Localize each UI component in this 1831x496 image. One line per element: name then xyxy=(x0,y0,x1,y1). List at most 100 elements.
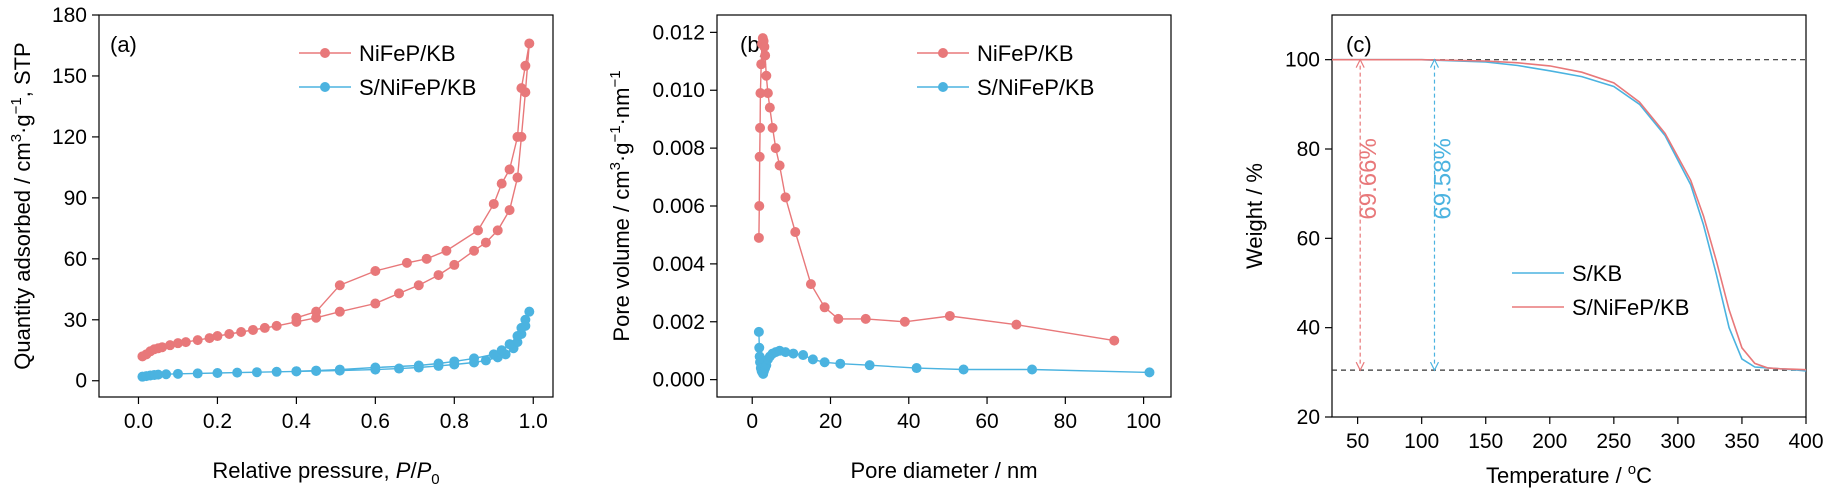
panel-c-chart: (c) Temperature / oC Weight / % 50 100 150… xyxy=(1242,14,1824,488)
data-point xyxy=(958,364,969,375)
data-point xyxy=(271,320,282,331)
data-point xyxy=(492,225,503,236)
x-tick-label: 200 xyxy=(1532,430,1567,453)
data-point xyxy=(334,306,345,317)
y-tick-label: 100 xyxy=(1285,49,1320,72)
data-point xyxy=(401,257,412,268)
data-point xyxy=(334,364,345,375)
data-point xyxy=(504,205,515,216)
data-point xyxy=(764,102,775,113)
x-tick-label: 100 xyxy=(1126,410,1161,433)
panel-b-y-axis-label: Pore volume / cm3·g−1·nm−1 xyxy=(607,70,634,341)
y-tick-label: 40 xyxy=(1297,317,1320,340)
x-tick-label: 0 xyxy=(746,410,758,433)
data-point xyxy=(911,363,922,374)
data-point xyxy=(520,314,531,325)
arrow-head-bottom xyxy=(1355,361,1365,372)
data-point xyxy=(761,70,772,81)
data-point xyxy=(516,322,527,333)
data-point xyxy=(469,353,480,364)
panel-c-x-axis-label: Temperature / oC xyxy=(1486,461,1652,488)
legend-label: S/NiFeP/KB xyxy=(977,75,1094,100)
data-point xyxy=(760,50,771,61)
legend-label: S/KB xyxy=(1572,261,1622,286)
data-point xyxy=(259,322,270,333)
data-point xyxy=(496,345,507,356)
data-point xyxy=(756,59,767,70)
data-point xyxy=(780,192,791,203)
y-tick-label: 0.008 xyxy=(652,137,705,160)
data-point xyxy=(370,266,381,277)
panel-b-frame xyxy=(716,14,1172,398)
panel-c-y-axis-label: Weight / % xyxy=(1242,163,1267,269)
x-tick-label: 60 xyxy=(975,410,998,433)
y-tick-label: 20 xyxy=(1297,406,1320,429)
data-point xyxy=(520,60,531,71)
data-point xyxy=(469,245,480,256)
data-point xyxy=(770,143,781,154)
x-tick-label: 80 xyxy=(1054,410,1077,433)
data-point xyxy=(774,160,785,171)
panel-c-label: (c) xyxy=(1346,32,1372,57)
legend-marker xyxy=(320,82,330,92)
data-point xyxy=(449,356,460,367)
data-point xyxy=(247,324,258,335)
data-point xyxy=(496,178,507,189)
data-point xyxy=(192,368,203,379)
legend-marker xyxy=(320,48,330,58)
data-point xyxy=(860,313,871,324)
data-point xyxy=(944,310,955,321)
arrow-head-top xyxy=(1355,58,1365,68)
y-tick-label: 60 xyxy=(1297,227,1320,250)
data-point xyxy=(504,339,515,350)
data-point xyxy=(251,367,262,378)
data-point xyxy=(394,288,405,299)
legend-label: S/NiFeP/KB xyxy=(359,75,476,100)
y-tick-label: 30 xyxy=(64,309,87,332)
data-point xyxy=(212,368,223,379)
y-tick-label: 180 xyxy=(52,4,87,27)
data-point xyxy=(433,270,444,281)
data-point xyxy=(161,369,172,380)
x-tick-label: 400 xyxy=(1788,430,1823,453)
data-point xyxy=(512,131,523,142)
data-point xyxy=(180,337,191,348)
annotation-label: 69.58% xyxy=(1429,138,1456,219)
x-tick-label: 0.4 xyxy=(282,410,312,433)
data-point xyxy=(224,329,235,340)
data-point xyxy=(271,366,282,377)
arrow-head-top xyxy=(1429,58,1440,68)
data-point xyxy=(798,350,809,361)
data-point xyxy=(433,358,444,369)
data-point xyxy=(753,232,764,243)
y-tick-label: 80 xyxy=(1297,138,1320,161)
x-tick-label: 0.8 xyxy=(440,410,469,433)
x-tick-label: 350 xyxy=(1724,430,1759,453)
data-point xyxy=(311,365,322,376)
data-point xyxy=(334,280,345,291)
data-point xyxy=(192,335,203,346)
data-point xyxy=(1011,319,1022,330)
data-point xyxy=(790,227,801,238)
y-tick-label: 0 xyxy=(75,370,87,393)
y-tick-label: 60 xyxy=(64,248,87,271)
x-tick-label: 50 xyxy=(1346,430,1369,453)
data-point xyxy=(788,348,799,359)
x-tick-label: 20 xyxy=(819,410,842,433)
x-tick-label: 0.0 xyxy=(124,410,153,433)
data-point xyxy=(762,88,773,99)
data-point xyxy=(835,358,846,369)
data-point xyxy=(819,357,830,368)
x-tick-label: 300 xyxy=(1660,430,1695,453)
data-point xyxy=(504,164,515,175)
data-point xyxy=(754,151,765,162)
data-point xyxy=(864,360,875,371)
data-point xyxy=(291,312,302,323)
x-tick-label: 0.2 xyxy=(203,410,232,433)
x-tick-label: 1.0 xyxy=(519,410,548,433)
x-tick-label: 40 xyxy=(897,410,920,433)
annotation-label: 69.66% xyxy=(1355,138,1382,219)
y-tick-label: 0.004 xyxy=(652,253,705,276)
panel-a-chart: (a) Relative pressure, P/P0 Quantity ads… xyxy=(8,4,554,488)
y-tick-label: 0.006 xyxy=(652,195,705,218)
